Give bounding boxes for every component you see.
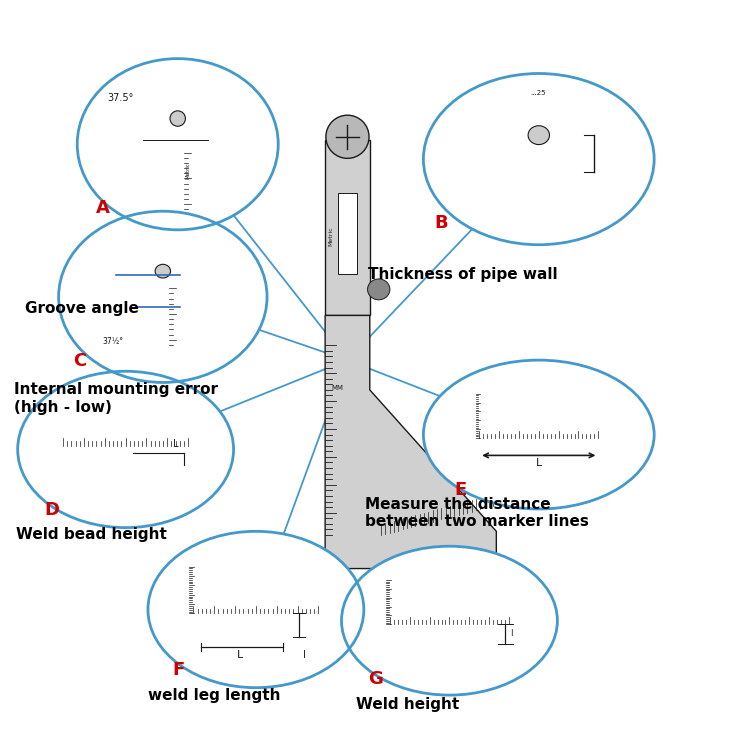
Bar bbox=[59, 453, 192, 477]
Polygon shape bbox=[59, 406, 192, 445]
Polygon shape bbox=[386, 580, 513, 625]
Polygon shape bbox=[325, 316, 496, 568]
Bar bbox=[386, 625, 513, 649]
Bar bbox=[466, 112, 611, 135]
Text: L: L bbox=[237, 650, 244, 660]
Text: B: B bbox=[434, 214, 448, 232]
Bar bbox=[532, 172, 546, 214]
Text: 37½°: 37½° bbox=[103, 337, 124, 346]
Text: Thickness of pipe wall: Thickness of pipe wall bbox=[368, 267, 557, 282]
Polygon shape bbox=[476, 394, 602, 438]
Ellipse shape bbox=[368, 279, 390, 300]
Ellipse shape bbox=[170, 111, 185, 126]
Text: D: D bbox=[45, 502, 60, 520]
Text: F: F bbox=[172, 662, 184, 680]
Bar bbox=[496, 172, 611, 192]
Text: Weld height: Weld height bbox=[356, 697, 460, 712]
Bar bbox=[325, 140, 370, 316]
Polygon shape bbox=[468, 625, 498, 644]
Text: Metric: Metric bbox=[328, 226, 334, 246]
Ellipse shape bbox=[155, 264, 170, 278]
Polygon shape bbox=[178, 140, 251, 170]
Text: Weld bead height: Weld bead height bbox=[16, 526, 167, 542]
Bar bbox=[182, 114, 250, 140]
Text: Internal mounting error
(high - low): Internal mounting error (high - low) bbox=[14, 382, 218, 415]
Text: ...25: ...25 bbox=[530, 90, 546, 96]
Ellipse shape bbox=[77, 58, 278, 229]
Ellipse shape bbox=[58, 211, 267, 382]
Text: 37.5°: 37.5° bbox=[107, 94, 134, 104]
Bar bbox=[90, 250, 176, 275]
Polygon shape bbox=[105, 140, 178, 170]
Ellipse shape bbox=[424, 360, 654, 509]
Text: weld leg length: weld leg length bbox=[148, 688, 280, 703]
Text: E: E bbox=[454, 482, 466, 500]
Text: L: L bbox=[172, 439, 178, 449]
Text: A: A bbox=[95, 200, 109, 217]
Polygon shape bbox=[248, 614, 289, 637]
Bar bbox=[172, 123, 184, 217]
Bar bbox=[120, 281, 236, 307]
Wedge shape bbox=[84, 431, 128, 453]
Ellipse shape bbox=[424, 74, 654, 244]
Ellipse shape bbox=[528, 126, 550, 145]
Bar bbox=[524, 135, 554, 172]
Bar bbox=[157, 275, 169, 370]
Ellipse shape bbox=[148, 531, 364, 688]
Polygon shape bbox=[176, 250, 236, 275]
Text: G: G bbox=[368, 670, 383, 688]
Polygon shape bbox=[190, 566, 322, 614]
Text: MM: MM bbox=[331, 385, 343, 391]
Ellipse shape bbox=[18, 371, 233, 527]
Text: I: I bbox=[511, 628, 513, 638]
Polygon shape bbox=[120, 250, 176, 275]
Text: C: C bbox=[73, 352, 86, 370]
Bar bbox=[190, 614, 322, 639]
Text: Groove angle: Groove angle bbox=[25, 301, 139, 316]
Bar bbox=[105, 114, 173, 140]
Text: Metric: Metric bbox=[185, 163, 190, 179]
Text: L: L bbox=[536, 458, 542, 468]
Ellipse shape bbox=[326, 116, 369, 158]
Bar bbox=[338, 193, 357, 274]
Text: Measure the distance
between two marker lines: Measure the distance between two marker … bbox=[365, 497, 590, 530]
Ellipse shape bbox=[341, 546, 557, 695]
Text: I: I bbox=[303, 650, 306, 660]
